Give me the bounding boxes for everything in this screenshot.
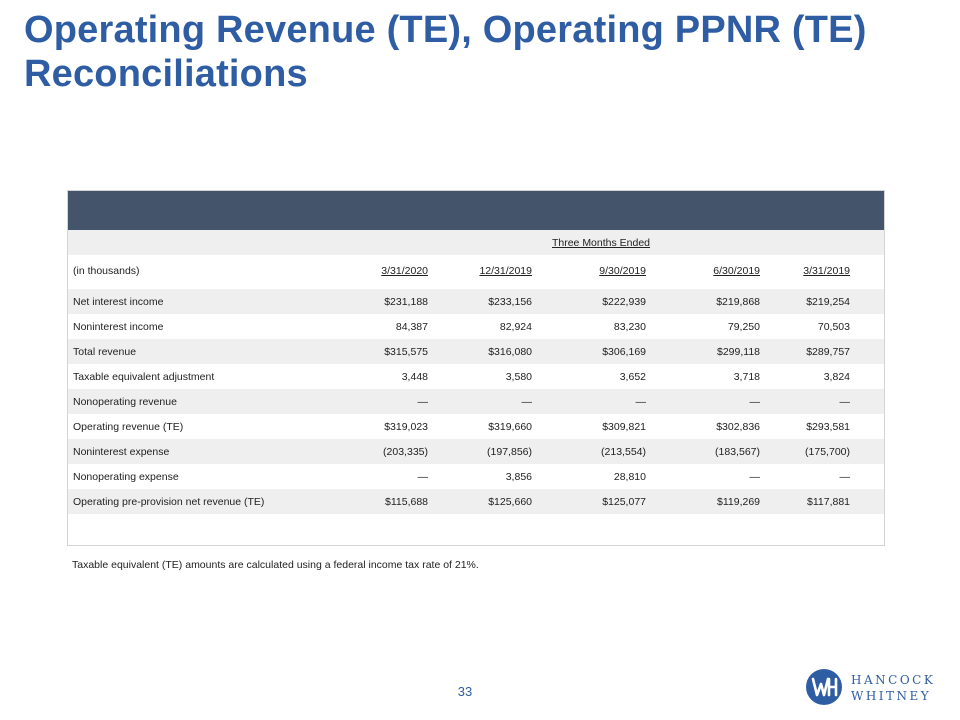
table-cell: 3,856 <box>505 470 532 483</box>
logo-line-1: HANCOCK <box>851 673 936 687</box>
table-cell: — <box>839 470 851 483</box>
table-cell: $125,077 <box>602 495 646 508</box>
table-cell: $315,575 <box>384 345 428 358</box>
table-cell: $319,023 <box>384 420 428 433</box>
table-cell: (203,335) <box>383 445 428 458</box>
row-label: Nonoperating expense <box>73 470 179 483</box>
table-cell: 70,503 <box>817 320 850 333</box>
table-row: Operating revenue (TE) $319,023 $319,660… <box>68 414 884 439</box>
table-cell: $302,836 <box>716 420 760 433</box>
table-cell: 82,924 <box>499 320 532 333</box>
table-cell: (213,554) <box>601 445 646 458</box>
table-cell: $125,660 <box>488 495 532 508</box>
table-cell: $117,881 <box>806 495 850 508</box>
column-header: 6/30/2019 <box>713 264 760 277</box>
table-cell: 84,387 <box>395 320 428 333</box>
column-header: 3/31/2019 <box>803 264 850 277</box>
table-cell: 3,718 <box>733 370 760 383</box>
table-row: Noninterest expense (203,335) (197,856) … <box>68 439 884 464</box>
table-cell: $319,660 <box>488 420 532 433</box>
table-cell: 3,652 <box>619 370 646 383</box>
table-cell: $306,169 <box>602 345 646 358</box>
table-row: Nonoperating revenue — — — — — <box>68 389 884 414</box>
table-cell: 83,230 <box>613 320 646 333</box>
table-cell: (175,700) <box>805 445 850 458</box>
table-cell: $222,939 <box>602 295 646 308</box>
table-cell: (183,567) <box>715 445 760 458</box>
table-cell: $219,254 <box>806 295 850 308</box>
table-row: Nonoperating expense — 3,856 28,810 — — <box>68 464 884 489</box>
table-cell: $316,080 <box>488 345 532 358</box>
unit-label: (in thousands) <box>73 264 140 277</box>
row-label: Noninterest income <box>73 320 164 333</box>
table-cell: $115,688 <box>384 495 428 508</box>
page-title: Operating Revenue (TE), Operating PPNR (… <box>24 9 867 95</box>
table-cell: — <box>749 395 761 408</box>
row-label: Operating pre-provision net revenue (TE) <box>73 495 265 508</box>
table-cell: — <box>839 395 851 408</box>
table-row: Net interest income $231,188 $233,156 $2… <box>68 289 884 314</box>
logo-line-2: WHITNEY <box>851 689 932 703</box>
row-label: Net interest income <box>73 295 164 308</box>
table-cell: — <box>749 470 761 483</box>
table-cell: $299,118 <box>716 345 760 358</box>
table-cell: — <box>417 470 429 483</box>
table-cell: $231,188 <box>384 295 428 308</box>
table-cell: $309,821 <box>602 420 646 433</box>
table-header-band <box>68 191 884 230</box>
row-label: Noninterest expense <box>73 445 170 458</box>
row-label: Operating revenue (TE) <box>73 420 184 433</box>
table-cell: 3,580 <box>505 370 532 383</box>
table-cell: — <box>635 395 647 408</box>
table-cell: $119,269 <box>716 495 760 508</box>
table-cell: 79,250 <box>727 320 760 333</box>
column-header: 9/30/2019 <box>599 264 646 277</box>
table-cell: — <box>521 395 533 408</box>
row-label: Total revenue <box>73 345 137 358</box>
table-row: Taxable equivalent adjustment 3,448 3,58… <box>68 364 884 389</box>
table-cell: $233,156 <box>488 295 532 308</box>
table-cell: 28,810 <box>613 470 646 483</box>
table-period-row: Three Months Ended <box>68 230 884 255</box>
page-number: 33 <box>457 684 473 699</box>
table-column-header-row: (in thousands) 3/31/2020 12/31/2019 9/30… <box>68 258 884 283</box>
table-cell: 3,448 <box>401 370 428 383</box>
column-header: 12/31/2019 <box>479 264 532 277</box>
table-cell: $289,757 <box>806 345 850 358</box>
hancock-whitney-logo-icon <box>806 669 842 705</box>
company-logo: HANCOCK WHITNEY <box>805 668 945 710</box>
row-label: Nonoperating revenue <box>73 395 177 408</box>
table-cell: — <box>417 395 429 408</box>
period-label: Three Months Ended <box>551 236 651 249</box>
table-cell: $293,581 <box>806 420 850 433</box>
table-row: Total revenue $315,575 $316,080 $306,169… <box>68 339 884 364</box>
footnote: Taxable equivalent (TE) amounts are calc… <box>72 559 479 571</box>
table-row: Operating pre-provision net revenue (TE)… <box>68 489 884 514</box>
row-label: Taxable equivalent adjustment <box>73 370 215 383</box>
table-cell: 3,824 <box>823 370 850 383</box>
logo-wordmark: HANCOCK WHITNEY <box>851 672 935 704</box>
reconciliation-table: Three Months Ended (in thousands) 3/31/2… <box>67 190 885 546</box>
column-header: 3/31/2020 <box>381 264 428 277</box>
table-cell: $219,868 <box>716 295 760 308</box>
table-cell: (197,856) <box>487 445 532 458</box>
table-row: Noninterest income 84,387 82,924 83,230 … <box>68 314 884 339</box>
